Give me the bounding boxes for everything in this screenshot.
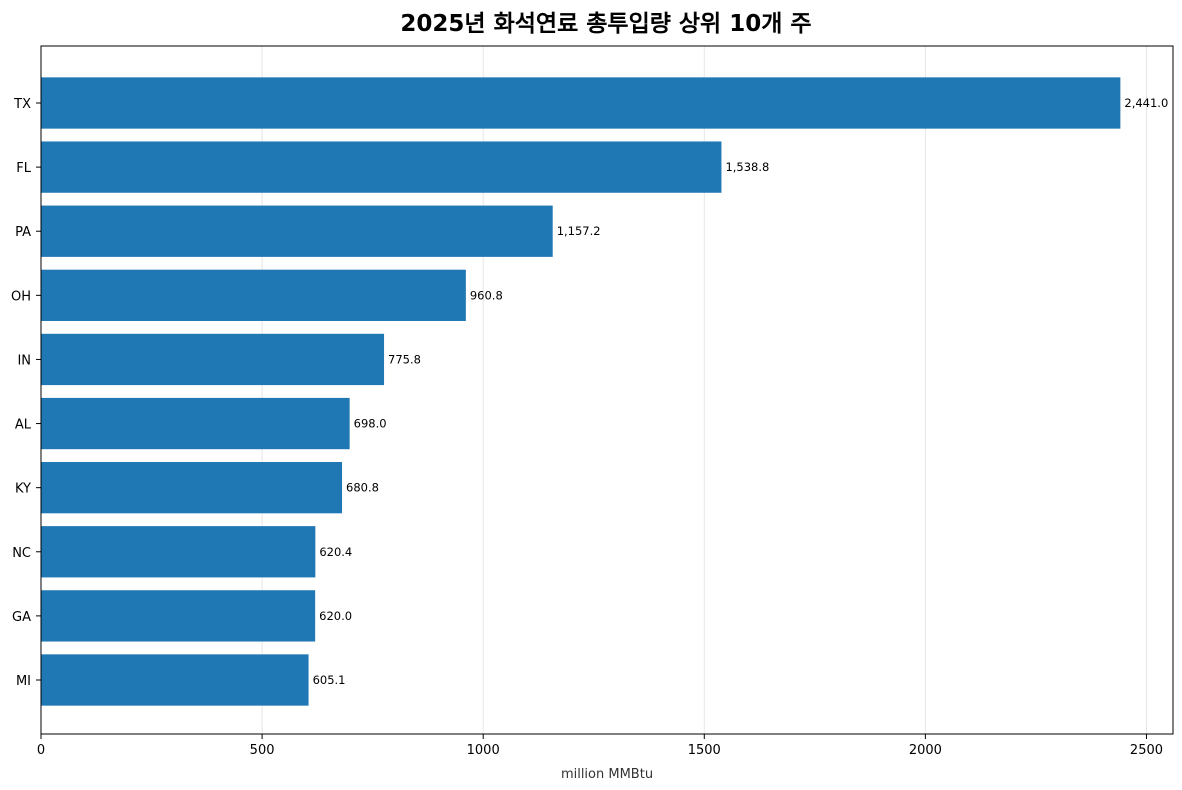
bar-tx <box>41 77 1121 129</box>
value-label-in: 775.8 <box>388 352 421 366</box>
bar-ky <box>41 462 343 514</box>
bar-in <box>41 333 385 386</box>
chart-title: 2025년 화석연료 총투입량 상위 10개 주 <box>400 11 811 37</box>
value-label-nc: 620.4 <box>319 545 352 559</box>
x-tick-label: 500 <box>250 743 275 758</box>
bar-pa <box>41 205 553 257</box>
y-tick-label-al: AL <box>15 418 32 433</box>
y-tick-label-fl: FL <box>16 161 31 176</box>
value-label-pa: 1,157.2 <box>557 224 601 238</box>
bars <box>41 77 1121 706</box>
y-tick-label-pa: PA <box>15 225 31 240</box>
bar-ga <box>41 590 316 642</box>
x-tick-label: 0 <box>37 743 45 758</box>
value-label-al: 698.0 <box>354 417 387 431</box>
x-tick-label: 2500 <box>1130 743 1163 758</box>
x-tick-label: 1000 <box>467 743 500 758</box>
y-tick-label-ga: GA <box>12 610 31 625</box>
x-tick-label: 1500 <box>688 743 721 758</box>
value-label-tx: 2,441.0 <box>1124 96 1168 110</box>
x-tick-label: 2000 <box>909 743 942 758</box>
y-tick-label-tx: TX <box>13 97 31 112</box>
y-tick-label-mi: MI <box>16 674 31 689</box>
value-label-fl: 1,538.8 <box>725 160 769 174</box>
x-axis-label: million MMBtu <box>561 767 653 782</box>
bar-fl <box>41 141 722 193</box>
bar-mi <box>41 654 309 706</box>
y-tick-label-oh: OH <box>11 289 31 304</box>
y-tick-label-in: IN <box>17 353 31 368</box>
value-label-ky: 680.8 <box>346 481 379 495</box>
value-label-mi: 605.1 <box>313 673 346 687</box>
y-axis-ticks: TX FL PA OH IN AL KY NC GA MI <box>11 97 41 689</box>
value-label-oh: 960.8 <box>470 288 503 302</box>
y-tick-label-ky: KY <box>15 482 31 497</box>
plot-frame <box>40 45 1174 735</box>
x-axis-ticks: 0 500 1000 1500 2000 2500 <box>37 734 1163 758</box>
bar-al <box>41 397 350 450</box>
value-label-ga: 620.0 <box>319 609 352 623</box>
bar-oh <box>41 269 466 321</box>
value-labels: 2,441.0 1,538.8 1,157.2 960.8 775.8 698.0 680.… <box>313 96 1169 687</box>
bar-nc <box>41 526 316 578</box>
y-tick-label-nc: NC <box>12 546 31 561</box>
